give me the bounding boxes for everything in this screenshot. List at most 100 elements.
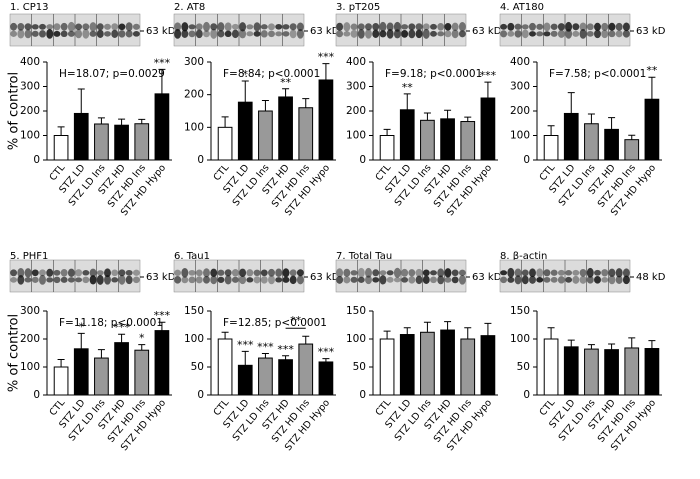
blot-band <box>132 276 140 284</box>
error-bar <box>464 327 472 339</box>
blot-band <box>195 29 203 39</box>
blot-band <box>357 276 365 283</box>
blot-band <box>224 275 232 285</box>
error-bar <box>444 109 452 119</box>
blot-band <box>260 269 268 277</box>
y-tick-label: 0 <box>33 154 40 166</box>
bar <box>94 357 109 396</box>
bar <box>420 331 435 396</box>
blot-band <box>536 268 544 278</box>
error-bar <box>221 331 229 339</box>
error-bar <box>423 321 431 333</box>
blot-band <box>89 275 97 285</box>
y-tick-label: 100 <box>510 130 530 142</box>
blot-band <box>39 269 46 277</box>
blot-band <box>104 268 111 278</box>
bar <box>604 128 619 161</box>
blot-band <box>350 276 358 283</box>
blot-band <box>60 276 68 283</box>
panel-title: 2. AT8 <box>174 2 205 13</box>
blot-band <box>444 268 452 278</box>
error-bar <box>322 358 330 362</box>
blot-band <box>386 29 394 39</box>
y-tick-label: 200 <box>184 89 204 101</box>
blot-band <box>282 31 290 37</box>
blot-band <box>24 29 32 39</box>
bar <box>237 101 253 161</box>
blot-band <box>195 23 203 31</box>
blot-band <box>296 269 304 277</box>
significance-label: *** <box>277 343 294 356</box>
blot-band <box>594 29 601 39</box>
blot-band <box>451 22 459 31</box>
blot-band <box>500 276 508 284</box>
blot-band <box>529 31 536 37</box>
blot-band <box>75 29 83 39</box>
bar <box>440 329 455 396</box>
blot-band <box>53 269 61 276</box>
blot-band <box>557 269 565 276</box>
blot-band <box>430 30 437 37</box>
y-axis-label: % of control <box>7 72 22 150</box>
blot-band <box>118 274 126 285</box>
error-bar <box>302 98 310 108</box>
blot-band <box>181 29 189 38</box>
bar <box>278 96 293 161</box>
error-bar <box>383 128 391 136</box>
blot-band <box>239 275 247 285</box>
bar <box>460 121 476 161</box>
blot-band <box>586 30 594 37</box>
blot-band <box>557 276 565 284</box>
bar <box>644 98 660 161</box>
blot-band <box>104 31 111 37</box>
blot-band <box>579 275 587 284</box>
error-bar <box>57 358 65 367</box>
y-tick-label: 150 <box>510 305 530 317</box>
error-bar <box>158 68 166 94</box>
blot-band <box>296 22 304 32</box>
blot-band <box>415 23 423 31</box>
significance-label: ** <box>646 64 658 77</box>
blot-band <box>536 277 544 283</box>
error-bar <box>628 337 636 348</box>
blot-band <box>379 275 387 285</box>
blot-band <box>372 277 380 283</box>
significance-label: * <box>79 320 85 333</box>
blot-band <box>224 30 232 38</box>
y-tick-label: 150 <box>346 305 366 317</box>
blot-band <box>365 29 372 39</box>
blot-band <box>444 276 452 283</box>
blot-band <box>17 275 25 285</box>
blot-band <box>253 276 261 284</box>
blot-band <box>253 30 261 37</box>
bar <box>399 109 415 161</box>
bar <box>134 349 150 396</box>
y-tick-label: 200 <box>20 333 40 345</box>
blot-band <box>594 269 601 276</box>
bar <box>114 342 129 396</box>
significance-label: *** <box>318 51 335 64</box>
error-bar <box>567 339 575 347</box>
error-bar <box>322 63 330 80</box>
y-tick-label: 150 <box>184 305 204 317</box>
blot-band <box>372 269 380 277</box>
blot-band <box>536 23 544 30</box>
blot-band <box>67 277 75 283</box>
y-tick-label: 50 <box>353 361 366 373</box>
bar <box>154 93 170 161</box>
panel-title: 6. Tau1 <box>174 251 210 262</box>
blot-band <box>60 22 68 31</box>
blot-band <box>565 21 573 32</box>
bar <box>584 348 599 396</box>
blot-band <box>31 30 39 37</box>
blot-band <box>507 276 515 283</box>
blot-band <box>393 267 401 278</box>
blot-band <box>565 270 573 276</box>
blot-band <box>572 23 580 31</box>
blot-band <box>350 23 358 31</box>
blot-band <box>260 30 268 38</box>
blot-band <box>75 269 83 277</box>
bar <box>644 348 660 396</box>
blot-band <box>203 30 210 38</box>
